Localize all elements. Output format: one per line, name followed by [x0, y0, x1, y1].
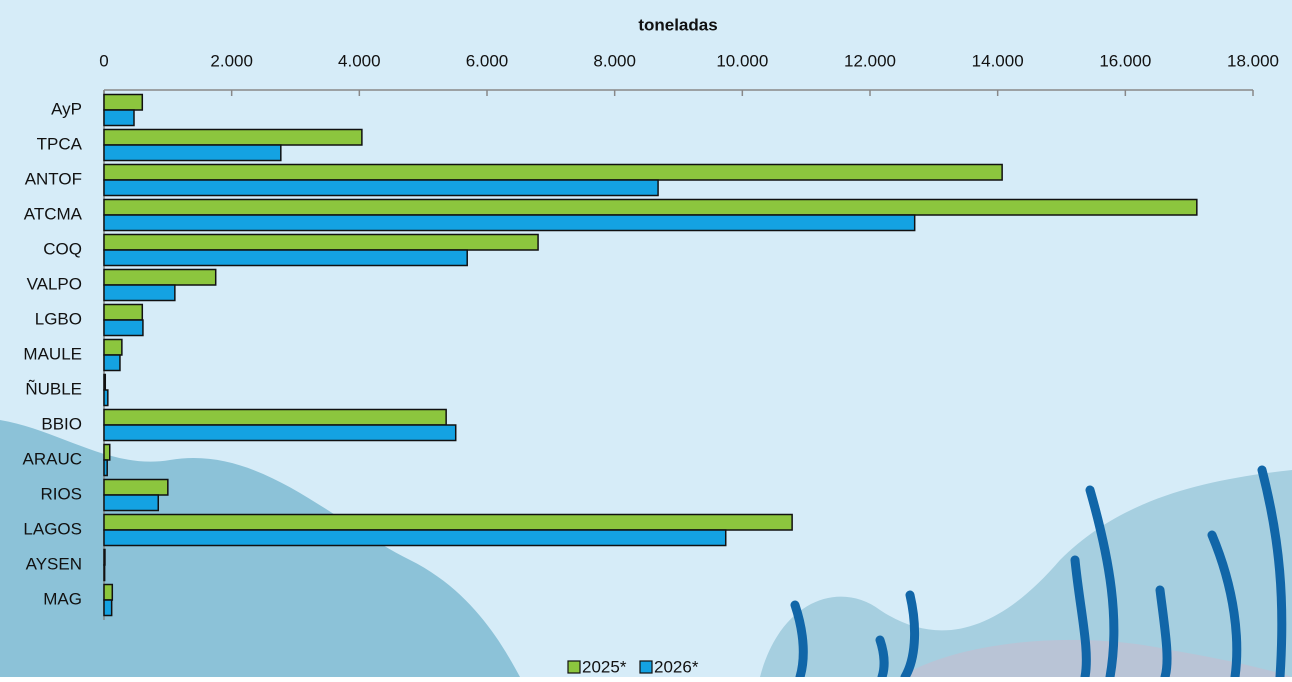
x-tick-label: 0: [99, 51, 108, 70]
legend-swatch: [639, 660, 653, 674]
y-tick-label: ATCMA: [24, 204, 83, 223]
bar: [103, 128, 363, 146]
bar: [103, 284, 176, 302]
y-tick-label: MAG: [43, 589, 82, 608]
x-tick-label: 2.000: [210, 51, 253, 70]
bar: [103, 198, 1198, 216]
bar: [103, 459, 108, 477]
y-tick-label: RIOS: [40, 484, 82, 503]
bar: [103, 443, 111, 461]
y-tick-label: TPCA: [37, 134, 83, 153]
y-tick-label: ÑUBLE: [25, 379, 82, 398]
bar: [103, 233, 539, 251]
bar: [103, 424, 457, 442]
x-tick-label: 10.000: [716, 51, 768, 70]
bar: [103, 179, 659, 197]
y-tick-label: AyP: [51, 99, 82, 118]
bar: [103, 268, 217, 286]
y-tick-label: ANTOF: [25, 169, 82, 188]
x-tick-label: 18.000: [1227, 51, 1279, 70]
y-tick-label: COQ: [43, 239, 82, 258]
y-tick-label: AYSEN: [26, 554, 82, 573]
decor-seaweed: [790, 465, 1287, 682]
bar: [103, 303, 144, 321]
bar: [103, 144, 282, 162]
bar: [103, 163, 1003, 181]
y-tick-label: LGBO: [35, 309, 82, 328]
legend-label: 2026*: [654, 657, 699, 676]
y-tick-label: BBIO: [41, 414, 82, 433]
y-tick-label: LAGOS: [23, 519, 82, 538]
bar: [103, 319, 144, 337]
y-tick-label: MAULE: [23, 344, 82, 363]
x-tick-label: 8.000: [593, 51, 636, 70]
bar: [103, 599, 113, 617]
bar: [103, 109, 135, 127]
bar: [103, 529, 727, 547]
bar: [103, 548, 106, 566]
bar: [103, 93, 144, 111]
decor-wave: [760, 470, 1292, 677]
bar: [103, 249, 468, 267]
bar: [103, 478, 169, 496]
legend-swatch: [567, 660, 581, 674]
x-tick-label: 16.000: [1099, 51, 1151, 70]
bar: [103, 338, 123, 356]
y-tick-label: ARAUC: [22, 449, 82, 468]
bar: [103, 583, 114, 601]
bar: [103, 214, 916, 232]
bar: [103, 389, 109, 407]
x-tick-label: 12.000: [844, 51, 896, 70]
x-tick-label: 4.000: [338, 51, 381, 70]
bar: [103, 564, 106, 582]
bar: [103, 408, 447, 426]
decor-wave: [900, 639, 1292, 677]
x-tick-label: 6.000: [466, 51, 509, 70]
bar: [103, 513, 793, 531]
x-tick-label: 14.000: [972, 51, 1024, 70]
axis-title: toneladas: [638, 15, 717, 34]
bar: [103, 373, 107, 391]
y-tick-label: VALPO: [27, 274, 82, 293]
bar: [103, 354, 121, 372]
bar: [103, 494, 160, 512]
legend-label: 2025*: [582, 657, 627, 676]
